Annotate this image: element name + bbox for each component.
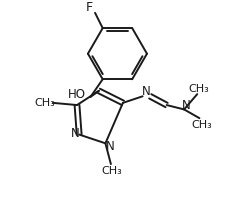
Text: N: N — [142, 85, 150, 98]
Text: F: F — [86, 1, 93, 14]
Text: N: N — [105, 140, 114, 153]
Text: CH₃: CH₃ — [34, 98, 55, 108]
Text: CH₃: CH₃ — [188, 84, 209, 94]
Text: HO: HO — [67, 88, 86, 101]
Text: N: N — [70, 127, 79, 140]
Text: CH₃: CH₃ — [102, 166, 122, 176]
Text: CH₃: CH₃ — [191, 120, 212, 130]
Text: N: N — [182, 99, 191, 111]
